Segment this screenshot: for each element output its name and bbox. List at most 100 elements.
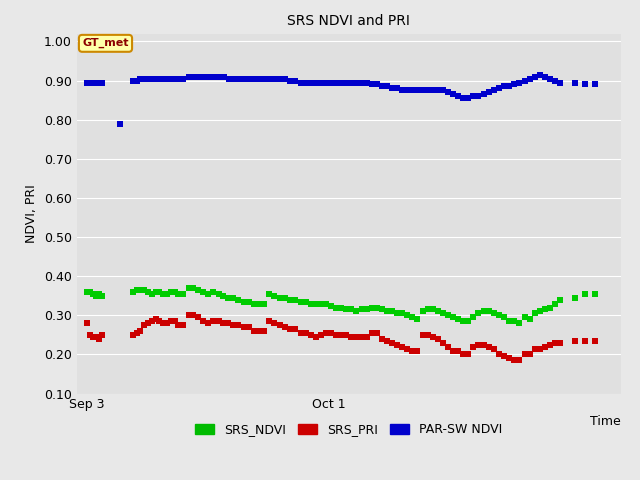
Point: [448, 347, 458, 354]
Point: [248, 75, 259, 83]
Point: [321, 329, 331, 337]
Point: [224, 75, 234, 83]
Point: [402, 86, 412, 94]
Point: [310, 333, 321, 341]
Point: [88, 79, 98, 86]
Point: [244, 323, 254, 331]
Point: [228, 321, 239, 329]
Point: [488, 345, 499, 352]
Point: [488, 310, 499, 317]
Point: [514, 357, 524, 364]
Point: [326, 329, 336, 337]
Point: [150, 315, 161, 323]
Point: [285, 325, 296, 333]
Point: [341, 331, 351, 339]
Point: [88, 333, 98, 341]
Title: SRS NDVI and PRI: SRS NDVI and PRI: [287, 14, 410, 28]
Point: [203, 73, 213, 81]
Point: [509, 357, 519, 364]
Point: [535, 345, 545, 352]
Point: [372, 81, 382, 88]
Point: [188, 284, 198, 292]
Point: [94, 79, 104, 86]
Point: [291, 296, 301, 303]
Y-axis label: NDVI, PRI: NDVI, PRI: [26, 184, 38, 243]
Point: [91, 79, 101, 86]
Point: [170, 288, 180, 296]
Point: [483, 343, 493, 350]
Point: [84, 79, 95, 86]
Point: [443, 88, 453, 96]
Point: [127, 77, 138, 84]
Point: [158, 319, 168, 327]
Point: [545, 341, 555, 348]
Point: [305, 331, 316, 339]
Point: [275, 321, 285, 329]
Point: [367, 304, 377, 312]
Point: [300, 79, 310, 86]
Point: [422, 306, 433, 313]
Point: [479, 308, 489, 315]
Point: [135, 286, 145, 294]
Point: [177, 321, 188, 329]
Point: [351, 333, 362, 341]
Point: [331, 79, 341, 86]
Point: [412, 315, 422, 323]
Point: [555, 296, 565, 303]
Point: [91, 292, 101, 300]
Point: [377, 306, 387, 313]
Point: [463, 95, 474, 102]
Point: [488, 86, 499, 94]
Point: [412, 86, 422, 94]
Point: [402, 312, 412, 319]
Point: [184, 73, 194, 81]
Point: [346, 306, 356, 313]
Point: [150, 288, 161, 296]
Point: [362, 306, 372, 313]
Point: [147, 290, 157, 298]
Point: [525, 75, 536, 83]
Point: [540, 343, 550, 350]
Point: [234, 321, 244, 329]
Point: [525, 350, 536, 358]
Point: [453, 347, 463, 354]
Point: [468, 313, 479, 321]
Point: [367, 329, 377, 337]
Point: [483, 88, 493, 96]
Point: [291, 325, 301, 333]
Point: [474, 92, 484, 100]
Point: [285, 77, 296, 84]
Point: [158, 290, 168, 298]
Point: [132, 329, 142, 337]
Point: [316, 300, 326, 308]
Point: [296, 329, 306, 337]
Point: [545, 304, 555, 312]
Point: [229, 75, 239, 83]
Point: [493, 350, 504, 358]
Point: [356, 306, 367, 313]
Point: [97, 331, 108, 339]
Point: [433, 335, 443, 343]
Point: [397, 310, 407, 317]
Point: [280, 294, 291, 301]
Point: [392, 310, 402, 317]
Point: [321, 79, 331, 86]
Point: [208, 317, 218, 325]
Point: [392, 341, 402, 348]
Point: [387, 339, 397, 347]
Point: [520, 77, 531, 84]
Point: [392, 84, 402, 92]
Point: [188, 312, 198, 319]
Point: [504, 355, 514, 362]
Point: [214, 290, 224, 298]
Point: [253, 327, 264, 335]
Point: [170, 317, 180, 325]
Point: [253, 75, 264, 83]
Point: [504, 317, 514, 325]
Point: [463, 350, 474, 358]
Point: [407, 347, 417, 354]
Point: [154, 288, 164, 296]
Point: [296, 298, 306, 305]
Point: [135, 327, 145, 335]
Point: [351, 308, 362, 315]
